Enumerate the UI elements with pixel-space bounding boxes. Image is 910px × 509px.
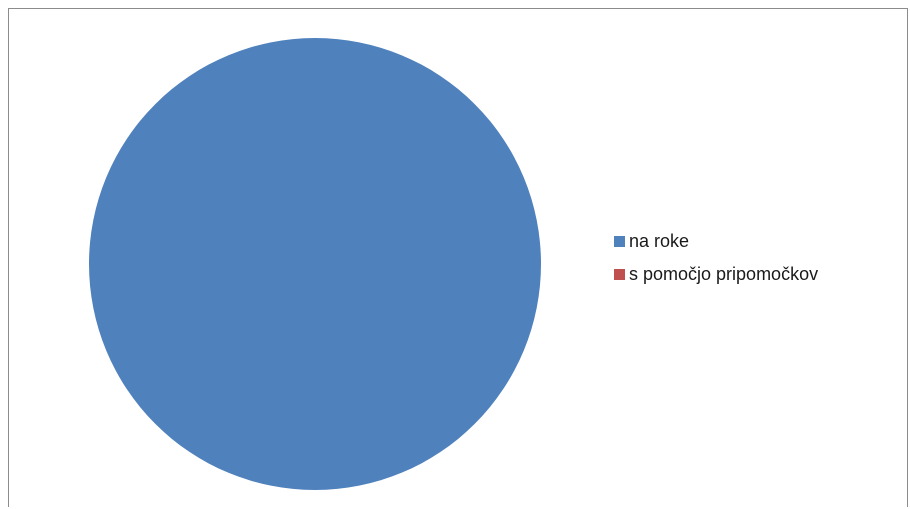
legend-item-na-roke: na roke: [614, 226, 818, 256]
legend-label: s pomočjo pripomočkov: [629, 263, 819, 284]
legend-swatch: [614, 268, 625, 280]
legend-item-s-pomocjo-pripomockov: s pomočjo pripomočkov: [614, 259, 818, 289]
pie-slices: [89, 38, 541, 490]
pie-slice-na-roke: [89, 38, 541, 490]
legend: na roke s pomočjo pripomočkov: [614, 226, 818, 292]
legend-swatch: [614, 235, 625, 247]
legend-label: na roke: [629, 230, 690, 251]
